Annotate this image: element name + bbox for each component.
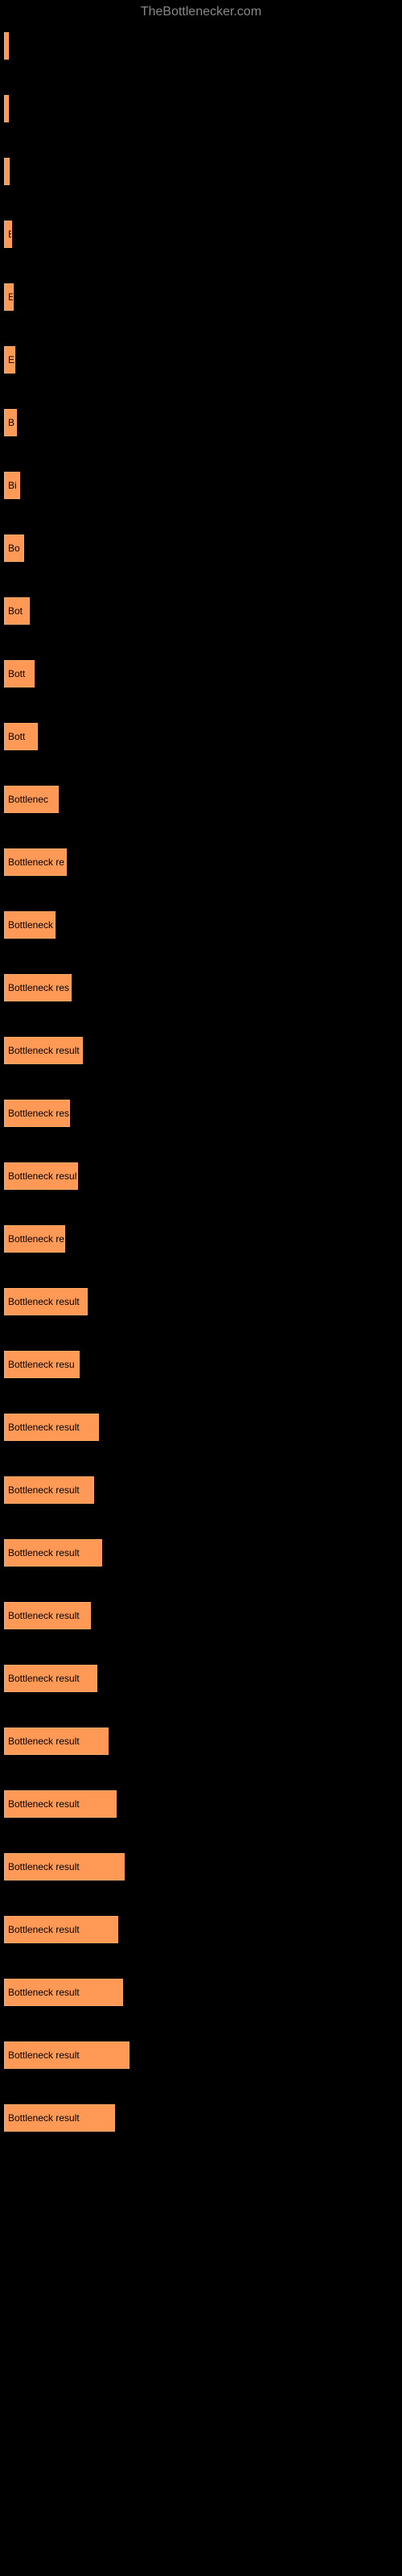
bar: B — [4, 221, 12, 248]
bar-row: Bottleneck result — [4, 1037, 398, 1064]
bar: Bottleneck — [4, 911, 55, 939]
bar-row: Bottleneck res — [4, 974, 398, 1001]
bar-row: Bo — [4, 535, 398, 562]
bar-row: Bottleneck result — [4, 1979, 398, 2006]
bar: Bottleneck result — [4, 1790, 117, 1818]
bar: Bottleneck result — [4, 2041, 129, 2069]
bar: Bottleneck re — [4, 848, 67, 876]
bar-row: Bottleneck result — [4, 1665, 398, 1692]
bar-row: Bottleneck — [4, 911, 398, 939]
bar: Bott — [4, 723, 38, 750]
bar — [4, 32, 9, 60]
bar-row: B — [4, 409, 398, 436]
bar-row: Bottleneck result — [4, 2104, 398, 2132]
bar: Bottleneck resu — [4, 1351, 80, 1378]
bar: Bottleneck re — [4, 1225, 65, 1253]
bar-row: Bottleneck resu — [4, 1351, 398, 1378]
bar-row: Bottleneck result — [4, 1853, 398, 1880]
bar: Bottleneck res — [4, 974, 72, 1001]
bar-row: Bottleneck re — [4, 848, 398, 876]
bar-row: Bi — [4, 472, 398, 499]
bar: Bo — [4, 535, 24, 562]
bar: Bottleneck result — [4, 1916, 118, 1943]
bar: E — [4, 95, 9, 122]
bar: E — [4, 158, 10, 185]
watermark-text: TheBottlenecker.com — [0, 0, 402, 24]
bar-row: E — [4, 346, 398, 374]
bar: B — [4, 409, 17, 436]
bar: Bottleneck result — [4, 1037, 83, 1064]
bar: Bottlenec — [4, 786, 59, 813]
bar-row: Bot — [4, 597, 398, 625]
bar: Bott — [4, 660, 35, 687]
bar: Bottleneck result — [4, 1728, 109, 1755]
bar-row: Bottleneck result — [4, 1602, 398, 1629]
bar: Bottleneck resu — [4, 1100, 70, 1127]
bar-row: Bottleneck result — [4, 1728, 398, 1755]
bar: Bot — [4, 597, 30, 625]
bar-row: Bottleneck re — [4, 1225, 398, 1253]
bar-row: Bottleneck result — [4, 2041, 398, 2069]
bar-row: Bottleneck resu — [4, 1100, 398, 1127]
bar: Bottleneck result — [4, 2104, 115, 2132]
bar-row: Bottleneck result — [4, 1916, 398, 1943]
bar: Bottleneck result — [4, 1665, 97, 1692]
bar-row: E — [4, 158, 398, 185]
bar-row: E — [4, 283, 398, 311]
bar: Bottleneck result — [4, 1979, 123, 2006]
bar: E — [4, 346, 15, 374]
bar-row: E — [4, 95, 398, 122]
bar-row: Bott — [4, 723, 398, 750]
bar-chart: E E B E E B Bi Bo Bot Bott Bott Bottlenec Bottleneck… — [0, 24, 402, 2183]
bar: E — [4, 283, 14, 311]
bar: Bottleneck result — [4, 1288, 88, 1315]
bar-row: Bottleneck result — [4, 1790, 398, 1818]
bar: Bottleneck result — [4, 1162, 78, 1190]
bar: Bottleneck result — [4, 1414, 99, 1441]
bar-row: Bottlenec — [4, 786, 398, 813]
bar-row: Bottleneck result — [4, 1414, 398, 1441]
bar: Bottleneck result — [4, 1602, 91, 1629]
bar: Bi — [4, 472, 20, 499]
bar-row: Bott — [4, 660, 398, 687]
bar-row — [4, 32, 398, 60]
bar: Bottleneck result — [4, 1539, 102, 1567]
bar: Bottleneck result — [4, 1853, 125, 1880]
bar-row: B — [4, 221, 398, 248]
bar-row: Bottleneck result — [4, 1476, 398, 1504]
bar: Bottleneck result — [4, 1476, 94, 1504]
bar-row: Bottleneck result — [4, 1162, 398, 1190]
bar-row: Bottleneck result — [4, 1288, 398, 1315]
bar-row: Bottleneck result — [4, 1539, 398, 1567]
